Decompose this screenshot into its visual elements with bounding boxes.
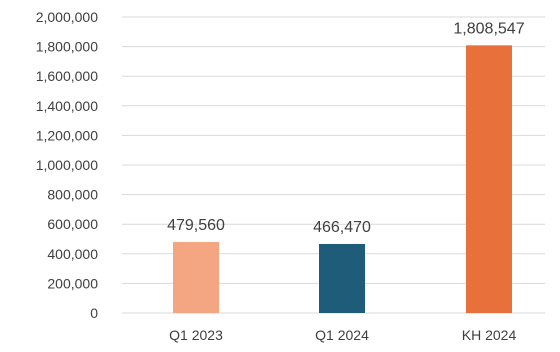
y-tick-label: 1,600,000 bbox=[36, 68, 98, 84]
y-tick-label: 600,000 bbox=[47, 216, 98, 232]
x-category-label: Q1 2023 bbox=[169, 327, 223, 343]
y-tick-label: 0 bbox=[90, 305, 98, 321]
y-axis-ticks: 0 200,000 400,000 600,000 800,000 1,000,000 1,… bbox=[36, 9, 99, 321]
y-tick-label: 400,000 bbox=[47, 246, 98, 262]
bar-q1-2023 bbox=[173, 242, 219, 313]
y-tick-label: 1,400,000 bbox=[36, 98, 98, 114]
data-label: 479,560 bbox=[167, 217, 225, 234]
x-category-label: Q1 2024 bbox=[315, 327, 369, 343]
y-tick-label: 200,000 bbox=[47, 275, 98, 291]
bar-kh-2024 bbox=[466, 45, 512, 313]
data-label: 466,470 bbox=[313, 219, 371, 236]
y-tick-label: 1,800,000 bbox=[36, 39, 98, 55]
bar-q1-2024 bbox=[319, 243, 365, 313]
data-label: 1,808,547 bbox=[453, 20, 524, 37]
data-labels: 479,560 466,470 1,808,547 bbox=[167, 20, 525, 236]
y-tick-label: 1,200,000 bbox=[36, 127, 98, 143]
y-tick-label: 1,000,000 bbox=[36, 157, 98, 173]
y-tick-label: 2,000,000 bbox=[36, 9, 98, 25]
x-category-label: KH 2024 bbox=[462, 327, 517, 343]
y-tick-label: 800,000 bbox=[47, 187, 98, 203]
x-axis-categories: Q1 2023 Q1 2024 KH 2024 bbox=[169, 327, 516, 343]
bars bbox=[173, 45, 512, 313]
